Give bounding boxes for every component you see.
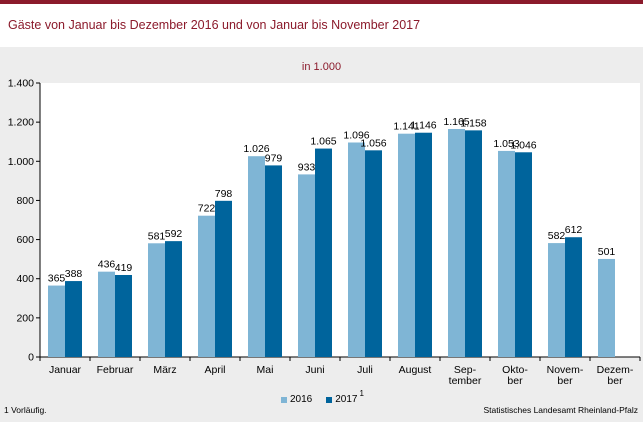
bar-2017 xyxy=(565,237,582,357)
x-tick-label: April xyxy=(204,364,225,376)
bar-2017 xyxy=(265,165,282,357)
data-label-2017: 388 xyxy=(65,268,83,280)
y-tick-label: 200 xyxy=(16,312,34,324)
y-tick-label: 600 xyxy=(16,234,34,246)
data-label-2017: 798 xyxy=(215,188,233,200)
plot-area xyxy=(40,83,640,357)
bar-2017 xyxy=(165,241,182,357)
data-label-2016: 365 xyxy=(48,273,66,285)
data-label-2017: 1.046 xyxy=(510,139,536,151)
y-tick-label: 1.400 xyxy=(8,78,34,90)
chart-subtitle: in 1.000 xyxy=(301,61,342,73)
x-tick-label: August xyxy=(399,364,432,376)
data-label-2016: 1.096 xyxy=(343,129,369,141)
x-tick-label: Dezem- xyxy=(597,364,634,376)
chart-title: Gäste von Januar bis Dezember 2016 und v… xyxy=(8,18,421,32)
bar-2016 xyxy=(298,174,315,357)
x-tick-label: März xyxy=(153,364,176,376)
chart-header: Gäste von Januar bis Dezember 2016 und v… xyxy=(0,4,643,47)
bar-2016 xyxy=(48,285,65,357)
data-label-2017: 592 xyxy=(165,228,183,240)
x-tick-label: Okto- xyxy=(502,364,528,376)
footnote: 1 Vorläufig. xyxy=(4,405,47,415)
bar-2016 xyxy=(248,156,265,357)
legend-swatch-2016 xyxy=(281,396,287,403)
data-label-2016: 436 xyxy=(98,259,116,271)
y-tick-label: 1.000 xyxy=(8,156,34,168)
x-tick-label: Januar xyxy=(49,364,82,376)
bar-2016 xyxy=(598,258,615,357)
legend-item-2017: 2017 1 xyxy=(326,389,364,405)
data-label-2016: 1.141 xyxy=(393,121,419,133)
data-label-2017: 979 xyxy=(265,152,283,164)
source-credit: Statistisches Landesamt Rheinland-Pfalz xyxy=(483,405,639,415)
bar-2017 xyxy=(415,132,432,357)
x-tick-label: Novem- xyxy=(547,364,584,376)
y-tick-label: 0 xyxy=(28,352,34,364)
data-label-2017: 1.158 xyxy=(460,117,486,129)
data-label-2017: 419 xyxy=(115,262,133,274)
x-tick-label: Sep- xyxy=(454,364,477,376)
bar-2017 xyxy=(465,130,482,357)
data-label-2017: 612 xyxy=(565,224,583,236)
data-label-2016: 582 xyxy=(548,230,566,242)
x-tick-label: ber xyxy=(557,375,573,387)
x-tick-label: Juli xyxy=(357,364,373,376)
x-tick-label: ber xyxy=(607,375,623,387)
x-tick-label: Februar xyxy=(97,364,134,376)
data-label-2016: 501 xyxy=(598,246,616,258)
bar-2017 xyxy=(365,150,382,357)
bar-2017 xyxy=(215,200,232,357)
data-label-2016: 581 xyxy=(148,230,166,242)
bar-2016 xyxy=(148,243,165,357)
y-tick-label: 800 xyxy=(16,195,34,207)
data-label-2017: 1.056 xyxy=(360,137,386,149)
x-tick-label: ber xyxy=(507,375,523,387)
data-label-2016: 722 xyxy=(198,203,216,215)
y-tick-label: 400 xyxy=(16,273,34,285)
bar-2017 xyxy=(315,148,332,357)
bar-2017 xyxy=(515,152,532,357)
bar-2016 xyxy=(98,271,115,357)
data-label-2016: 933 xyxy=(298,161,316,173)
legend-label-2016: 2016 xyxy=(290,394,313,405)
data-label-2017: 1.065 xyxy=(310,136,336,148)
bar-2016 xyxy=(498,150,515,357)
y-tick-label: 1.200 xyxy=(8,117,34,129)
bar-2017 xyxy=(65,281,82,357)
data-label-2016: 1.165 xyxy=(443,116,469,128)
x-tick-label: Juni xyxy=(305,364,324,376)
top-accent-bar xyxy=(0,0,643,4)
bar-2016 xyxy=(348,142,365,357)
x-tick-label: tember xyxy=(449,375,482,387)
bar-2017 xyxy=(115,274,132,357)
legend-swatch-2017 xyxy=(326,396,333,403)
chart-legend: 2016 2017 1 xyxy=(281,389,378,405)
data-label-2016: 1.026 xyxy=(243,143,269,155)
bar-2016 xyxy=(198,215,215,357)
data-label-2016: 1.053 xyxy=(493,138,519,150)
bar-2016 xyxy=(448,128,465,357)
x-tick-label: Mai xyxy=(257,364,274,376)
bar-2016 xyxy=(548,243,565,357)
legend-item-2016: 2016 xyxy=(281,394,312,405)
data-label-2017: 1.146 xyxy=(410,120,436,132)
bar-2016 xyxy=(398,133,415,357)
legend-footnote-mark: 1 xyxy=(359,389,364,398)
legend-label-2017: 2017 xyxy=(335,394,358,405)
